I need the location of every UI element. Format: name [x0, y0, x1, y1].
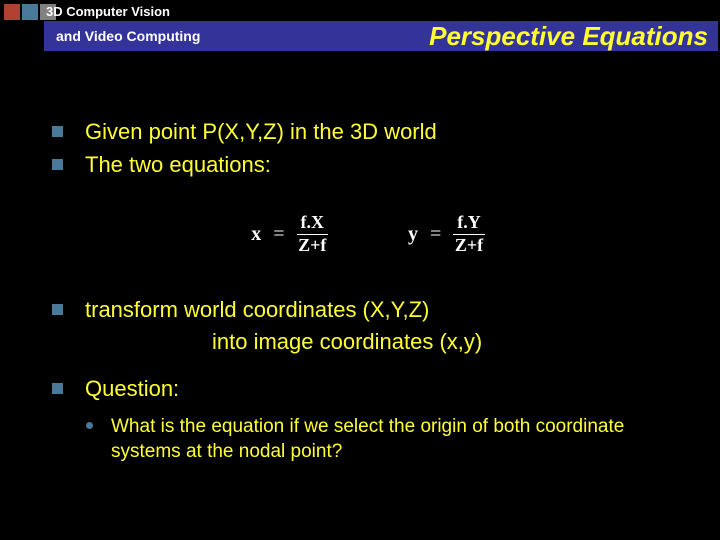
eq-equals: =	[430, 223, 441, 246]
eq-fraction: f.X Z+f	[297, 213, 329, 256]
course-title: 3D Computer Vision	[46, 4, 170, 19]
bullet-text: Question:	[85, 375, 179, 404]
sub-bullet-item: What is the equation if we select the or…	[86, 414, 684, 465]
bullet-text-continuation: into image coordinates (x,y)	[212, 328, 684, 357]
logo-sq-red	[4, 4, 20, 20]
eq-numerator: f.Y	[453, 213, 485, 235]
bullet-text: Given point P(X,Y,Z) in the 3D world	[85, 118, 437, 147]
eq-lhs: x	[251, 223, 261, 246]
eq-equals: =	[273, 223, 284, 246]
bullet-icon	[52, 383, 63, 394]
bullet-icon	[52, 159, 63, 170]
equations-block: x = f.X Z+f y = f.Y Z+f	[52, 213, 684, 256]
bullet-item: Question:	[52, 375, 684, 404]
slide-header: 3D Computer Vision and Video Computing P…	[0, 0, 720, 56]
bullet-icon	[52, 304, 63, 315]
slide-title: Perspective Equations	[429, 21, 708, 52]
eq-denominator: Z+f	[455, 235, 483, 256]
sub-bullet-text: What is the equation if we select the or…	[111, 414, 684, 465]
bullet-item: The two equations:	[52, 151, 684, 180]
bullet-text: The two equations:	[85, 151, 271, 180]
bullet-item: transform world coordinates (X,Y,Z)	[52, 296, 684, 325]
bullet-text: transform world coordinates (X,Y,Z)	[85, 296, 429, 325]
eq-numerator: f.X	[297, 213, 329, 235]
sub-bullet-icon	[86, 422, 93, 429]
eq-lhs: y	[408, 223, 418, 246]
logo-sq-blue	[22, 4, 38, 20]
bullet-icon	[52, 126, 63, 137]
slide-content: Given point P(X,Y,Z) in the 3D world The…	[0, 56, 720, 465]
eq-denominator: Z+f	[298, 235, 326, 256]
course-subtitle: and Video Computing	[56, 28, 200, 44]
equation-y: y = f.Y Z+f	[408, 213, 485, 256]
equation-x: x = f.X Z+f	[251, 213, 328, 256]
bullet-item: Given point P(X,Y,Z) in the 3D world	[52, 118, 684, 147]
eq-fraction: f.Y Z+f	[453, 213, 485, 256]
title-bar: and Video Computing Perspective Equation…	[44, 21, 718, 51]
